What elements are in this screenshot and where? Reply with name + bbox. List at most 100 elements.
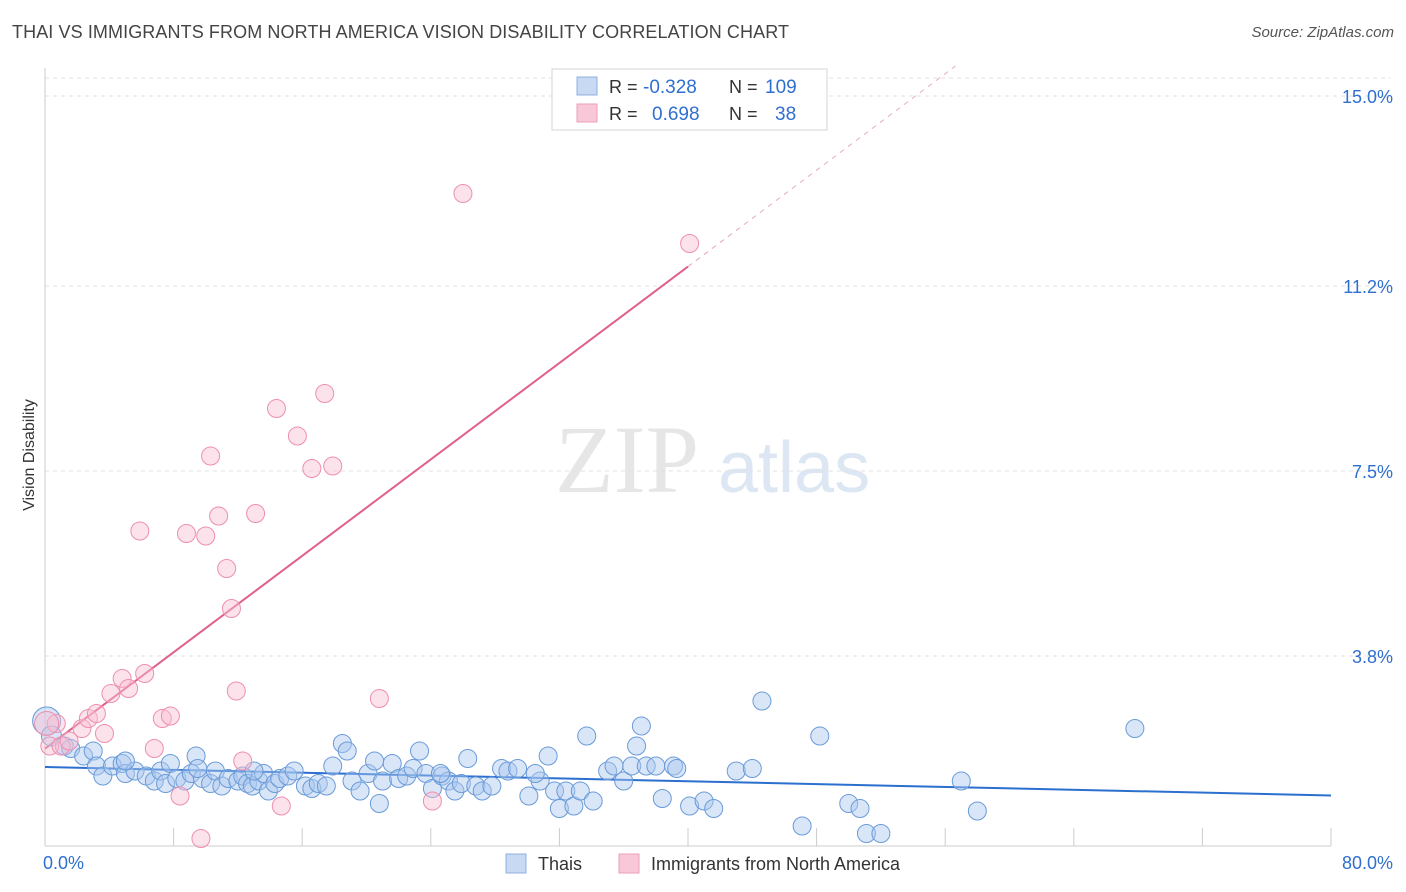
source-label: Source: ZipAtlas.com xyxy=(1251,24,1394,41)
thais-point-20 xyxy=(186,746,206,766)
thais-point-63 xyxy=(482,776,502,796)
thais-point-50 xyxy=(389,769,409,788)
bottom-legend-label-thais: Thais xyxy=(538,854,582,874)
thais-point-40 xyxy=(316,776,336,796)
thais-point-81 xyxy=(627,736,647,756)
axes xyxy=(44,68,1332,847)
immigrants-point-12 xyxy=(135,664,155,683)
immigrants-point-13 xyxy=(144,739,164,758)
immigrants-point-33 xyxy=(369,689,389,708)
thais-point-80 xyxy=(622,756,642,776)
thais-point-105 xyxy=(369,794,389,813)
thais-point-43 xyxy=(337,741,357,761)
thais-point-32 xyxy=(258,781,278,801)
immigrants-point-9 xyxy=(112,669,132,688)
thais-point-28 xyxy=(238,774,258,793)
thais-point-103 xyxy=(188,759,208,778)
immigrants-point-4 xyxy=(72,719,92,738)
thais-point-84 xyxy=(646,756,666,776)
thais-point-83 xyxy=(636,756,656,776)
thais-point-90 xyxy=(704,799,724,818)
immigrants-point-16 xyxy=(170,786,190,806)
thais-point-94 xyxy=(810,726,830,746)
thais-point-62 xyxy=(472,781,492,801)
thais-point-87 xyxy=(667,759,687,778)
thais-point-44 xyxy=(342,771,362,791)
chart-title: THAI VS IMMIGRANTS FROM NORTH AMERICA VI… xyxy=(12,22,790,42)
thais-point-48 xyxy=(373,771,393,791)
y-tick-label-2: 11.2% xyxy=(1343,277,1393,297)
thais-point-92 xyxy=(752,691,772,711)
immigrants-point-25 xyxy=(233,751,253,771)
thais-point-71 xyxy=(549,799,569,818)
thais-point-4 xyxy=(74,746,94,766)
thais-point-91 xyxy=(726,761,746,781)
thais-point-96 xyxy=(850,799,870,818)
legend-r-value-immigrants: 0.698 xyxy=(652,104,700,125)
grid-lines xyxy=(45,77,1391,657)
thais-point-38 xyxy=(302,779,322,798)
thais-point-98 xyxy=(871,824,891,843)
thais-point-61 xyxy=(466,776,486,796)
thais-point-102 xyxy=(115,751,135,771)
thais-point-97 xyxy=(856,824,876,843)
immigrants-point-17 xyxy=(176,524,196,543)
thais-point-13 xyxy=(144,771,164,791)
thais-point-41 xyxy=(323,756,343,776)
immigrants-point-7 xyxy=(94,724,114,743)
legend-n-value-thais: 109 xyxy=(765,77,797,98)
legend-swatch-immigrants xyxy=(576,103,598,123)
thais-point-58 xyxy=(445,781,465,801)
thais-point-74 xyxy=(570,781,590,801)
series-legend: Thais Immigrants from North America xyxy=(505,853,901,874)
immigrants-point-11 xyxy=(130,521,150,541)
bottom-legend-swatch-thais xyxy=(505,853,527,874)
thais-point-85 xyxy=(652,789,672,808)
thais-point-19 xyxy=(181,764,201,783)
legend-n-label-thais: N = xyxy=(729,77,758,97)
immigrants-point-35 xyxy=(453,184,473,203)
thais-point-22 xyxy=(201,774,221,793)
watermark-zip: ZIP xyxy=(555,406,699,513)
legend-n-value-immigrants: 38 xyxy=(775,104,796,125)
immigrants-point-15 xyxy=(160,706,180,726)
thais-point-39 xyxy=(308,774,328,793)
x-tick-label-0: 0.0% xyxy=(43,853,84,873)
immigrants-point-14 xyxy=(152,709,172,728)
y-tick-label-0: 3.8% xyxy=(1352,647,1393,667)
thais-point-88 xyxy=(680,796,700,816)
y-tick-label-3: 15.0% xyxy=(1342,87,1393,107)
thais-point-5 xyxy=(83,741,103,761)
thais-point-75 xyxy=(577,726,597,746)
thais-point-60 xyxy=(458,749,478,768)
immigrants-point-10 xyxy=(119,679,139,698)
thais-point-77 xyxy=(598,761,618,781)
thais-point-93 xyxy=(792,816,812,836)
immigrants-point-6 xyxy=(86,704,106,723)
thais-point-11 xyxy=(125,761,145,781)
legend-r-value-thais: -0.328 xyxy=(643,77,697,98)
immigrants-point-28 xyxy=(271,796,291,816)
thais-point-51 xyxy=(397,766,417,786)
immigrants-point-26 xyxy=(246,504,266,523)
thais-point-95 xyxy=(839,794,859,813)
immigrants-point-34 xyxy=(422,791,442,811)
thais-point-6 xyxy=(86,756,106,776)
tick-labels: 3.8% 7.5% 11.2% 15.0% 0.0% 80.0% xyxy=(43,87,1393,873)
thais-point-100 xyxy=(967,801,987,821)
thais-point-66 xyxy=(508,759,528,778)
bottom-legend-swatch-immigrants xyxy=(618,853,640,874)
immigrants-point-8 xyxy=(101,684,121,703)
thais-point-76 xyxy=(583,791,603,811)
legend-r-label-immigrants: R = xyxy=(609,104,638,124)
immigrants-point-3 xyxy=(59,731,79,751)
y-axis-label: Vision Disability xyxy=(21,399,38,511)
thais-point-45 xyxy=(350,781,370,801)
thais-point-106 xyxy=(430,764,450,783)
thais-point-14 xyxy=(151,761,171,781)
immigrants-point-20 xyxy=(201,446,221,466)
thais-point-7 xyxy=(93,766,113,786)
y-tick-label-1: 7.5% xyxy=(1352,462,1393,482)
thais-point-86 xyxy=(664,756,684,776)
